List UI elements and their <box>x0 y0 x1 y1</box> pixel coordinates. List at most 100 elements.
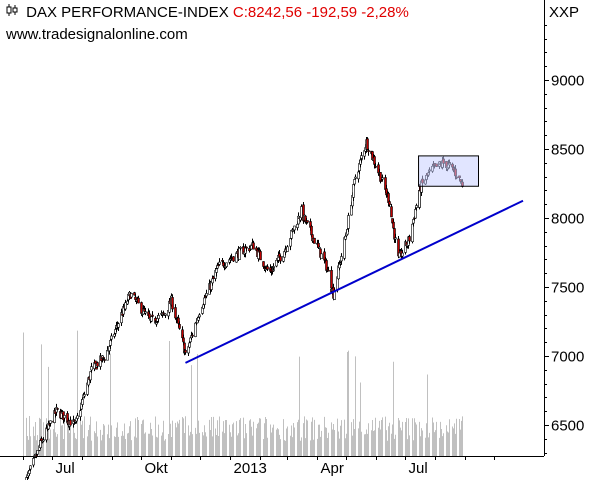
candle-up <box>412 219 415 224</box>
candle-up <box>347 215 350 229</box>
candle-up <box>32 458 35 466</box>
candle-up <box>89 371 92 381</box>
candle-up <box>414 209 417 219</box>
instrument-name: DAX PERFORMANCE-INDEX <box>26 4 229 21</box>
candle-up <box>106 349 109 361</box>
candle-up <box>343 237 346 259</box>
candle-up <box>42 439 45 442</box>
candle-up <box>81 399 84 405</box>
candle-down <box>408 236 411 242</box>
candle-up <box>164 313 167 316</box>
candle-down <box>182 337 185 343</box>
candle-up <box>394 237 397 240</box>
y-tick-label: 8500 <box>551 142 584 159</box>
candle-down <box>388 201 391 206</box>
x-tick-label: Jul <box>409 460 428 477</box>
candle-down <box>374 166 377 168</box>
candle-up <box>215 268 218 273</box>
candle-up <box>286 246 289 252</box>
y-tick-label: 7500 <box>551 280 584 297</box>
candle-up <box>203 297 206 305</box>
candle-up <box>239 247 242 249</box>
candle-down <box>366 138 369 150</box>
candle-down <box>327 269 330 272</box>
candle-up <box>418 190 421 208</box>
y-tick-label: 7000 <box>551 349 584 366</box>
last-quote: C:8242,56 -192,59 -2,28% <box>232 4 409 21</box>
candle-down <box>390 206 393 218</box>
candle-up <box>360 155 363 159</box>
candle-up <box>318 246 321 249</box>
y-tick-label: 9000 <box>551 73 584 90</box>
candle-up <box>76 415 79 419</box>
source-website: www.tradesignalonline.com <box>6 26 188 43</box>
candle-up <box>293 225 296 231</box>
volume-bars <box>23 330 463 456</box>
candle-up <box>83 394 86 397</box>
x-tick-label: Apr <box>321 460 344 477</box>
candle-up <box>401 252 404 257</box>
candle-down <box>330 270 333 289</box>
candle-down <box>171 297 174 310</box>
candle-up <box>144 311 147 314</box>
candle-down <box>279 256 282 262</box>
candle-up <box>296 223 299 228</box>
candle-down <box>259 251 262 261</box>
candle-up <box>354 176 357 179</box>
x-tick-label: Jul <box>56 460 75 477</box>
candle-down <box>96 362 99 367</box>
candle-up <box>218 261 221 265</box>
candle-down <box>174 307 177 319</box>
candle-down <box>184 349 187 353</box>
candle-down <box>191 334 194 337</box>
candle-up <box>63 415 66 419</box>
candle-up <box>79 410 82 417</box>
candle-up <box>188 342 191 348</box>
candle-up <box>109 340 112 346</box>
candle-up <box>28 470 31 474</box>
candle-down <box>252 242 255 250</box>
exchange-label: XXP <box>549 4 580 21</box>
candle-down <box>310 225 313 236</box>
range-box <box>418 155 480 187</box>
candle-up <box>381 177 384 180</box>
candle-up <box>211 278 214 284</box>
candle-down <box>177 317 180 324</box>
candle-up <box>130 293 133 298</box>
candle-up <box>320 253 323 259</box>
candle-up <box>117 323 120 328</box>
x-tick-label: Okt <box>145 460 169 477</box>
chart-header: DAX PERFORMANCE-INDEX C:8242,56 -192,59 … <box>6 3 409 23</box>
candle-up <box>340 256 343 262</box>
support-trendline <box>185 199 524 364</box>
candle-down <box>392 221 395 229</box>
candle-down <box>137 297 140 304</box>
candle-up <box>157 315 160 319</box>
y-tick-label: 6500 <box>551 418 584 435</box>
candle-up <box>344 235 347 240</box>
candle-up <box>29 465 32 470</box>
x-tick-label: 2013 <box>234 460 267 477</box>
candle-down <box>302 204 305 222</box>
candle-down <box>151 314 154 317</box>
candle-up <box>357 171 360 180</box>
candle-down <box>313 237 316 244</box>
candle-down <box>245 246 248 249</box>
candle-up <box>90 366 93 371</box>
candle-down <box>102 357 105 359</box>
candle-down <box>103 359 106 361</box>
candle-up <box>110 335 113 340</box>
candle-up <box>272 266 275 268</box>
y-tick-label: 8000 <box>551 211 584 228</box>
candle-down <box>232 256 235 262</box>
candle-up <box>353 179 356 185</box>
candle-up <box>124 302 127 310</box>
candle-up <box>411 223 414 243</box>
candle-down <box>367 150 370 152</box>
candle-down <box>162 312 165 315</box>
candle-up <box>352 184 355 198</box>
candle-up <box>197 317 200 321</box>
candle-down <box>373 156 376 165</box>
